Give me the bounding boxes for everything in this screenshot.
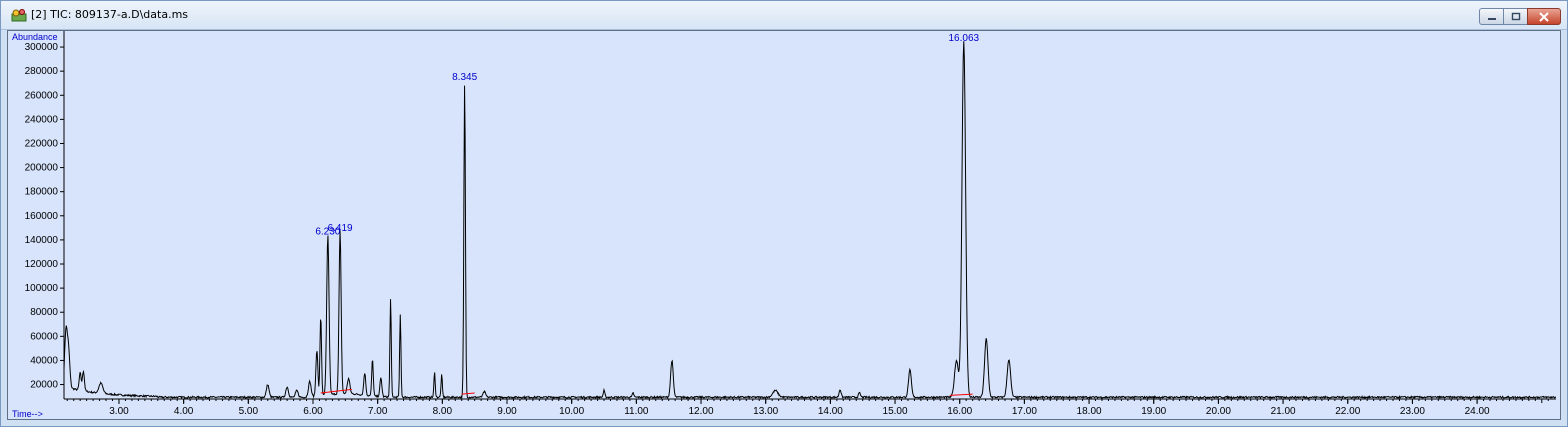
- x-tick-label: 8.00: [433, 406, 453, 417]
- x-tick-label: 22.00: [1335, 406, 1360, 417]
- y-tick-label: 240000: [25, 114, 59, 125]
- plot-area[interactable]: Abundance Time--> 20000 40000 60000 80000 10…: [7, 30, 1561, 420]
- integration-baseline: [320, 388, 352, 394]
- integration-baseline: [949, 393, 973, 396]
- x-tick-label: 23.00: [1400, 406, 1425, 417]
- peak-label: 6.419: [328, 223, 353, 234]
- peak-label: 8.345: [452, 72, 477, 83]
- x-tick-label: 5.00: [239, 406, 259, 417]
- y-tick-label: 220000: [25, 138, 59, 149]
- x-tick-label: 24.00: [1465, 406, 1490, 417]
- x-tick-label: 3.00: [109, 406, 129, 417]
- peak-label: 16.063: [948, 33, 979, 44]
- x-tick-label: 15.00: [883, 406, 908, 417]
- x-tick-label: 6.00: [303, 406, 323, 417]
- minimize-icon: [1480, 9, 1503, 24]
- y-tick-label: 60000: [30, 331, 58, 342]
- integration-baseline: [461, 392, 475, 395]
- x-tick-label: 7.00: [368, 406, 388, 417]
- x-tick-label: 16.00: [947, 406, 972, 417]
- x-tick-label: 21.00: [1271, 406, 1296, 417]
- integration-baselines: [320, 388, 973, 396]
- y-tick-label: 100000: [25, 283, 59, 294]
- y-tick-label: 20000: [30, 380, 58, 391]
- window-controls: [1479, 8, 1561, 26]
- x-axis-label: Time-->: [12, 409, 43, 419]
- x-tick-label: 13.00: [753, 406, 778, 417]
- x-tick-label: 12.00: [689, 406, 714, 417]
- x-tick-label: 17.00: [1012, 406, 1037, 417]
- x-tick-label: 9.00: [497, 406, 517, 417]
- minimize-button[interactable]: [1479, 8, 1503, 25]
- x-tick-label: 10.00: [559, 406, 584, 417]
- x-tick-label: 18.00: [1077, 406, 1102, 417]
- y-tick-label: 180000: [25, 187, 59, 198]
- x-axis-ticks: 3.00 4.00 5.00 6.00 7.00 8.00 9.00 10.00 11.00 12…: [66, 399, 1549, 417]
- y-axis-ticks: 20000 40000 60000 80000 100000 120000 140000 16…: [25, 42, 64, 391]
- window-title: [2] TIC: 809137-a.D\data.ms: [31, 8, 189, 21]
- y-tick-label: 300000: [25, 42, 59, 53]
- y-axis-label: Abundance: [12, 32, 58, 42]
- maximize-button[interactable]: [1503, 8, 1527, 25]
- y-tick-label: 80000: [30, 307, 58, 318]
- title-bar[interactable]: [2] TIC: 809137-a.D\data.ms: [1, 1, 1567, 30]
- y-tick-label: 140000: [25, 235, 59, 246]
- y-tick-label: 260000: [25, 90, 59, 101]
- y-tick-label: 120000: [25, 259, 59, 270]
- close-icon: [1528, 9, 1560, 24]
- x-tick-label: 20.00: [1206, 406, 1231, 417]
- chromatogram-chart: Abundance Time--> 20000 40000 60000 80000 10…: [8, 31, 1560, 419]
- close-button[interactable]: [1527, 8, 1561, 25]
- y-tick-label: 40000: [30, 355, 58, 366]
- x-tick-label: 4.00: [174, 406, 194, 417]
- chemstation-app-icon: [11, 9, 27, 22]
- x-tick-label: 14.00: [818, 406, 843, 417]
- x-tick-label: 19.00: [1141, 406, 1166, 417]
- y-tick-label: 160000: [25, 211, 59, 222]
- tic-trace: [63, 41, 1557, 400]
- y-tick-label: 200000: [25, 163, 59, 174]
- x-tick-label: 11.00: [624, 406, 649, 417]
- peak-label: 6.230: [315, 226, 340, 237]
- plot-background: [8, 31, 1560, 419]
- maximize-icon: [1504, 9, 1527, 24]
- y-tick-label: 280000: [25, 66, 59, 77]
